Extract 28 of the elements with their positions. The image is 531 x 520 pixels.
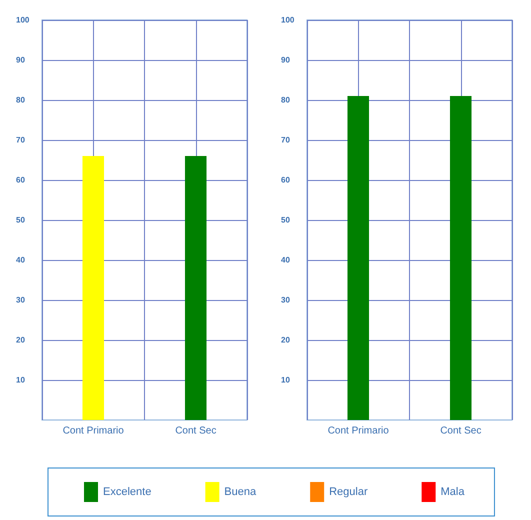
legend-label: Regular <box>329 486 368 498</box>
y-tick-label: 40 <box>16 256 26 264</box>
y-tick-label: 70 <box>281 136 290 144</box>
y-tick-label: 50 <box>281 216 290 224</box>
y-tick-label: 50 <box>16 216 26 224</box>
y-tick-label: 60 <box>281 176 290 184</box>
x-tick-label: Cont Primario <box>62 426 124 436</box>
y-tick-label: 90 <box>16 56 26 64</box>
legend-label: Excelente <box>103 486 152 498</box>
y-tick-label: 20 <box>16 336 26 344</box>
y-tick-label: 70 <box>16 136 26 144</box>
y-tick-label: 90 <box>281 56 290 64</box>
y-tick-label: 30 <box>16 296 26 304</box>
y-tick-label: 80 <box>16 96 26 104</box>
legend-label: Mala <box>440 486 466 498</box>
y-tick-label: 80 <box>281 96 290 104</box>
y-tick-label: 20 <box>281 336 290 344</box>
y-tick-label: 100 <box>16 16 30 24</box>
y-tick-label: 10 <box>281 376 290 384</box>
y-tick-label: 30 <box>281 296 290 304</box>
x-tick-label: Cont Sec <box>440 426 482 436</box>
legend-label: Buena <box>224 486 257 498</box>
y-tick-label: 60 <box>16 176 26 184</box>
x-tick-label: Cont Primario <box>328 426 390 436</box>
y-tick-label: 100 <box>281 16 295 24</box>
x-tick-label: Cont Sec <box>175 426 216 436</box>
y-tick-label: 10 <box>16 376 26 384</box>
y-tick-label: 40 <box>281 256 290 264</box>
